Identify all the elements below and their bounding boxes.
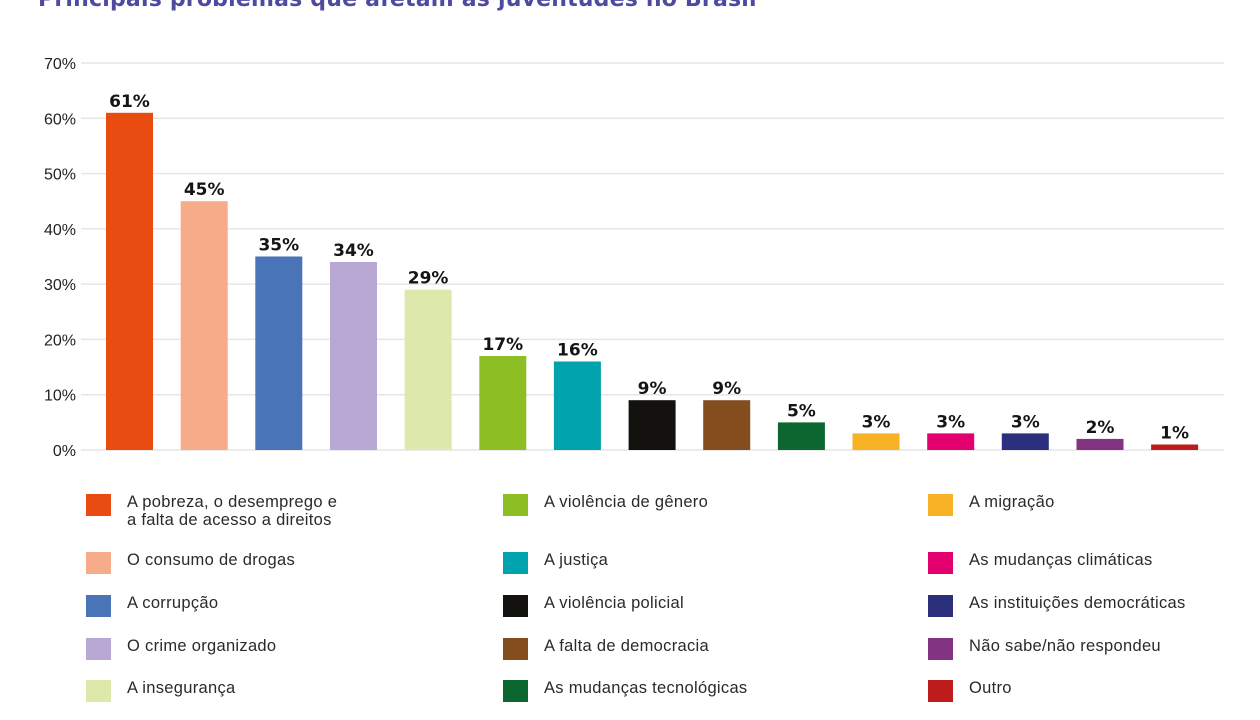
legend-swatch: [928, 494, 953, 516]
y-tick-label: 50%: [44, 167, 76, 184]
legend-swatch: [928, 552, 953, 574]
legend-swatch: [928, 638, 953, 660]
legend-swatch: [503, 680, 528, 702]
bar-chart: 0% 10% 20% 30% 40% 50% 60% 70% 61% 45% 35% 34% 29% 1…: [44, 56, 1224, 460]
data-label: 17%: [482, 335, 523, 355]
legend-label: A violência policial: [544, 594, 684, 612]
data-label: 2%: [1086, 418, 1115, 438]
legend-item: A migração: [928, 493, 1055, 516]
chart-title: Principais problemas que afetam as juven…: [38, 0, 773, 12]
legend-item: A falta de democracia: [503, 637, 709, 660]
data-label: 35%: [258, 236, 299, 256]
legend-swatch: [86, 494, 111, 516]
y-tick-label: 10%: [44, 388, 76, 405]
legend-swatch: [86, 680, 111, 702]
legend-swatch: [503, 494, 528, 516]
bar: [1001, 433, 1049, 450]
y-tick-label: 30%: [44, 277, 76, 294]
y-tick-label: 20%: [44, 332, 76, 349]
legend-item: A violência de gênero: [503, 493, 708, 516]
data-label: 3%: [936, 412, 965, 432]
legend-item: Outro: [928, 679, 1012, 702]
legend-label: A pobreza, o desemprego e a falta de ace…: [127, 493, 338, 529]
legend-label: Não sabe/não respondeu: [969, 637, 1161, 655]
legend-item: O consumo de drogas: [86, 551, 295, 574]
bar: [553, 361, 601, 450]
bar: [852, 433, 900, 450]
legend-label: A migração: [969, 493, 1055, 511]
data-label: 1%: [1160, 424, 1189, 444]
legend-item: A violência policial: [503, 594, 684, 617]
legend-label: As mudanças tecnológicas: [544, 679, 748, 697]
bar: [1076, 438, 1124, 450]
legend-item: A pobreza, o desemprego e a falta de ace…: [86, 493, 337, 529]
legend-swatch: [928, 595, 953, 617]
y-tick-label: 70%: [44, 56, 76, 73]
data-label: 3%: [1011, 412, 1040, 432]
legend-item: As mudanças tecnológicas: [503, 679, 747, 702]
bar: [106, 112, 153, 451]
y-tick-label: 60%: [44, 111, 76, 128]
legend-item: As mudanças climáticas: [928, 551, 1153, 574]
legend-label: O consumo de drogas: [127, 551, 296, 569]
bar: [330, 262, 377, 450]
legend-swatch: [503, 638, 528, 660]
data-labels: 61% 45% 35% 34% 29% 17% 16% 9% 9% 5% 3% 3% 3% 2% 1%: [109, 92, 1189, 444]
legend-label: A corrupção: [127, 594, 219, 612]
legend-label: O crime organizado: [127, 637, 277, 655]
data-label: 5%: [787, 401, 816, 421]
data-label: 16%: [557, 341, 598, 361]
legend-item: A insegurança: [86, 679, 235, 702]
legend-swatch: [503, 595, 528, 617]
legend-label: As mudanças climáticas: [969, 551, 1153, 569]
bar: [479, 356, 527, 450]
legend-swatch: [86, 552, 111, 574]
legend-label: A falta de democracia: [544, 637, 709, 655]
data-label: 61%: [109, 92, 150, 112]
legend-swatch: [86, 638, 111, 660]
legend-swatch: [86, 595, 111, 617]
legend-item: Não sabe/não respondeu: [928, 637, 1161, 660]
bar: [404, 289, 452, 450]
legend-label: A insegurança: [127, 679, 236, 697]
bar: [255, 256, 303, 450]
legend-label: A justiça: [544, 551, 609, 569]
legend-item: As instituições democráticas: [928, 594, 1186, 617]
y-tick-label: 40%: [44, 222, 76, 239]
legend-swatch: [503, 552, 528, 574]
bar: [628, 400, 676, 450]
y-tick-label: 0%: [53, 443, 76, 460]
data-label: 29%: [408, 269, 449, 289]
data-label: 9%: [638, 379, 667, 399]
bar: [703, 400, 751, 450]
bar: [927, 433, 975, 450]
legend-item: O crime organizado: [86, 637, 276, 660]
data-label: 45%: [184, 180, 225, 200]
legend-swatch: [928, 680, 953, 702]
data-label: 9%: [712, 379, 741, 399]
data-label: 34%: [333, 241, 374, 261]
legend-item: A corrupção: [86, 594, 218, 617]
y-axis-ticks: 0% 10% 20% 30% 40% 50% 60% 70%: [44, 56, 76, 460]
data-label: 3%: [862, 412, 891, 432]
bar: [777, 422, 825, 450]
legend-label: A violência de gênero: [544, 493, 709, 511]
bars: [106, 112, 1199, 451]
bar: [180, 201, 228, 450]
bar: [1151, 444, 1199, 450]
legend-label: As instituições democráticas: [969, 594, 1186, 612]
legend-item: A justiça: [503, 551, 608, 574]
legend-label: Outro: [969, 679, 1012, 697]
chart-title-text: Principais problemas que afetam as juven…: [38, 0, 757, 12]
